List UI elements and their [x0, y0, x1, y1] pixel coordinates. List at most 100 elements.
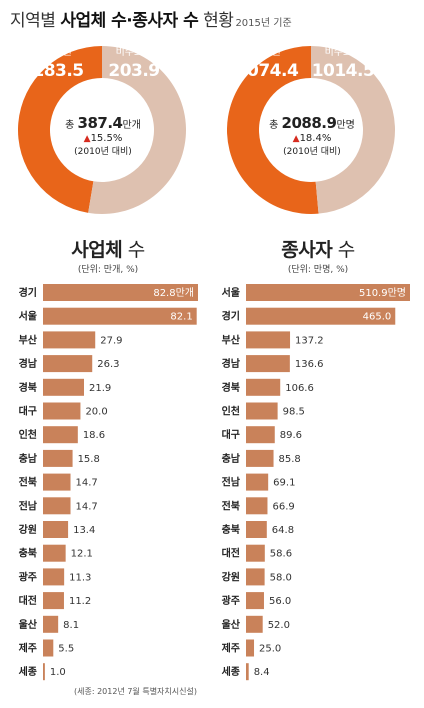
- business-bar: [43, 521, 69, 538]
- business-value-label: 20.0: [85, 407, 107, 418]
- worker-bar: [246, 521, 267, 538]
- business-value-label: 11.3: [69, 572, 91, 583]
- business-noncapital-label: 비수도권 203.9: [99, 47, 169, 81]
- worker-category-label: 충북: [222, 523, 240, 536]
- business-title-rest: 수: [122, 239, 145, 261]
- worker-category-label: 대전: [222, 547, 240, 560]
- worker-capital-value: 1074.4: [235, 61, 299, 81]
- worker-value-label: 98.5: [283, 407, 305, 418]
- year-note: 2015년 기준: [235, 18, 292, 29]
- business-capital-name: 수도권: [44, 47, 72, 58]
- worker-value-label: 85.8: [279, 454, 301, 465]
- business-value-label: 21.9: [89, 383, 111, 394]
- business-total-prefix: 총: [65, 120, 75, 131]
- worker-value-label: 137.2: [295, 335, 324, 346]
- business-category-label: 인천: [19, 428, 37, 441]
- worker-value-label: 510.9만명: [359, 287, 406, 299]
- business-bar: [43, 639, 54, 657]
- sejong-footnote: (세종: 2012년 7월 특별자치시신설): [74, 687, 197, 696]
- worker-total-prefix: 총: [269, 120, 279, 131]
- worker-title-bold: 종사자: [281, 239, 333, 261]
- worker-category-label: 충남: [222, 452, 241, 465]
- worker-value-label: 58.6: [270, 549, 292, 560]
- business-bar: [43, 615, 59, 633]
- business-category-label: 충남: [19, 452, 38, 465]
- worker-total-value: 2088.9: [281, 114, 337, 132]
- business-value-label: 8.1: [63, 620, 79, 631]
- worker-bar: [246, 307, 396, 325]
- worker-bar: [246, 663, 249, 681]
- worker-capital-label: 수도권 1074.4: [232, 47, 302, 81]
- business-value-label: 12.1: [71, 549, 93, 560]
- worker-category-label: 강원: [222, 570, 240, 583]
- business-unit: (단위: 만개, %): [77, 265, 139, 275]
- business-category-label: 대구: [19, 405, 37, 418]
- worker-category-label: 울산: [222, 618, 241, 631]
- worker-value-label: 69.1: [273, 478, 295, 489]
- business-bar: [43, 663, 45, 681]
- worker-category-label: 경기: [222, 310, 240, 323]
- business-bar: [43, 331, 96, 349]
- business-category-label: 경북: [19, 381, 37, 394]
- business-category-label: 전남: [19, 499, 38, 512]
- business-donut-hole: [54, 82, 150, 178]
- worker-bar: [246, 615, 263, 633]
- business-value-label: 82.1: [170, 312, 192, 323]
- business-bar: [43, 497, 71, 515]
- worker-category-label: 서울: [222, 286, 240, 299]
- business-noncapital-value: 203.9: [108, 61, 160, 81]
- business-category-label: 부산: [19, 333, 38, 346]
- worker-category-label: 인천: [222, 405, 240, 418]
- business-bar: [43, 449, 73, 467]
- worker-title-rest: 수: [332, 239, 355, 261]
- worker-category-label: 경북: [222, 381, 240, 394]
- worker-noncapital-value: 1014.5: [311, 61, 375, 81]
- worker-total: 총 2088.9만명 ▲18.4% (2010년 대비): [252, 114, 372, 159]
- worker-capital-name: 수도권: [253, 47, 281, 58]
- title-part-2: 현황: [198, 11, 234, 31]
- worker-bar: [246, 568, 265, 586]
- worker-donut-svg: [226, 46, 395, 214]
- worker-capital-slice: [226, 46, 319, 214]
- worker-bar: [246, 544, 265, 562]
- business-bar: [43, 402, 81, 420]
- business-section-title: 사업체 수: [8, 235, 208, 262]
- business-capital-slice: [17, 46, 102, 213]
- business-category-label: 세종: [19, 665, 37, 678]
- worker-category-label: 세종: [222, 665, 240, 678]
- worker-section-title: 종사자 수: [218, 235, 418, 262]
- worker-unit: (단위: 만명, %): [287, 265, 349, 275]
- worker-noncapital-slice: [311, 46, 395, 214]
- business-title-bold: 사업체: [71, 239, 123, 261]
- business-change-note: (2010년 대비): [74, 147, 132, 157]
- business-value-label: 27.9: [100, 335, 122, 346]
- worker-category-label: 경남: [222, 357, 241, 370]
- worker-bar: [246, 639, 255, 657]
- worker-bar: [246, 473, 269, 491]
- worker-noncapital-label: 비수도권 1014.5: [308, 47, 378, 81]
- worker-value-label: 136.6: [295, 359, 324, 370]
- worker-value-label: 56.0: [269, 596, 291, 607]
- business-bar: [43, 284, 198, 301]
- business-bar: [43, 592, 64, 610]
- business-value-label: 1.0: [50, 667, 66, 678]
- worker-value-label: 66.9: [272, 501, 294, 512]
- business-noncapital-slice: [88, 46, 186, 214]
- business-category-label: 광주: [19, 571, 37, 583]
- page-title: 지역별 사업체 수·종사자 수 현황 2015년 기준: [10, 6, 292, 31]
- worker-value-label: 106.6: [285, 383, 314, 394]
- worker-change-note: (2010년 대비): [283, 147, 341, 157]
- business-total: 총 387.4만개 ▲15.5% (2010년 대비): [43, 116, 163, 159]
- worker-category-label: 제주: [222, 642, 240, 655]
- business-bar: [43, 568, 65, 586]
- worker-bar: [246, 426, 275, 444]
- worker-donut-hole: [263, 82, 359, 178]
- business-category-label: 대전: [19, 594, 37, 607]
- business-value-label: 13.4: [73, 525, 95, 536]
- business-change: 15.5%: [90, 133, 123, 144]
- business-category-label: 경남: [19, 357, 38, 370]
- worker-value-label: 52.0: [268, 620, 290, 631]
- worker-value-label: 8.4: [254, 667, 270, 678]
- worker-category-label: 광주: [222, 595, 240, 607]
- business-bar: [43, 378, 84, 396]
